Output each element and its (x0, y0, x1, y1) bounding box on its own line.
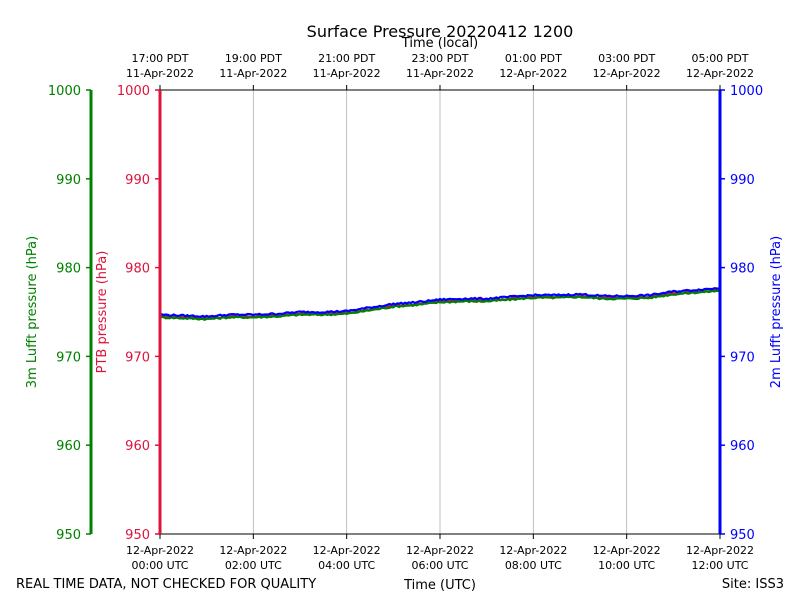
data-series (159, 286, 721, 321)
x-tick-label: 10:00 UTC (598, 559, 655, 572)
x-tick-label: 12-Apr-2022 (406, 544, 474, 557)
top-tick-label: 17:00 PDT (131, 52, 188, 65)
y-tick-label: 980 (730, 262, 755, 277)
y-tick-label: 960 (56, 439, 81, 454)
bottom-axis-label: Time (UTC) (403, 578, 476, 593)
top-tick-label: 21:00 PDT (318, 52, 375, 65)
y-tick-label: 980 (125, 262, 150, 277)
x-tick-label: 12-Apr-2022 (219, 544, 287, 557)
y-tick-label: 1000 (117, 84, 150, 99)
x-tick-label: 08:00 UTC (505, 559, 562, 572)
y-axis-title-ptb: PTB pressure (hPa) (95, 251, 110, 374)
x-tick-label: 02:00 UTC (225, 559, 282, 572)
y-tick-label: 990 (125, 173, 150, 188)
top-tick-label: 23:00 PDT (411, 52, 468, 65)
top-tick-label: 12-Apr-2022 (686, 67, 754, 80)
y-tick-label: 990 (56, 173, 81, 188)
y-tick-label: 1000 (48, 84, 81, 99)
y-axis-title-lufft2m: 2m Lufft pressure (hPa) (769, 236, 784, 388)
series-line-lufft3m (159, 289, 721, 321)
top-tick-label: 11-Apr-2022 (313, 67, 381, 80)
top-tick-label: 11-Apr-2022 (126, 67, 194, 80)
y-tick-label: 960 (125, 439, 150, 454)
x-tick-label: 04:00 UTC (318, 559, 375, 572)
top-tick-label: 19:00 PDT (225, 52, 282, 65)
top-x-ticks: 17:00 PDT 11-Apr-2022 19:00 PDT 11-Apr-2022… (126, 52, 754, 90)
top-tick-label: 03:00 PDT (598, 52, 655, 65)
y-tick-label: 950 (56, 528, 81, 543)
y-tick-label: 990 (730, 173, 755, 188)
x-tick-label: 12-Apr-2022 (593, 544, 661, 557)
y-tick-label: 960 (730, 439, 755, 454)
x-tick-label: 12-Apr-2022 (499, 544, 567, 557)
x-tick-label: 12-Apr-2022 (126, 544, 194, 557)
site-label: Site: ISS3 (722, 577, 784, 592)
y-axis-title-lufft3m: 3m Lufft pressure (hPa) (25, 236, 40, 388)
bottom-x-ticks: 12-Apr-2022 00:00 UTC 12-Apr-2022 02:00 UTC… (126, 534, 754, 572)
top-tick-label: 01:00 PDT (505, 52, 562, 65)
top-axis-label: Time (local) (401, 36, 478, 51)
top-tick-label: 11-Apr-2022 (406, 67, 474, 80)
top-tick-label: 12-Apr-2022 (499, 67, 567, 80)
y-tick-label: 980 (56, 262, 81, 277)
x-tick-label: 12-Apr-2022 (313, 544, 381, 557)
top-tick-label: 05:00 PDT (691, 52, 748, 65)
chart-title: Surface Pressure 20220412 1200 (307, 22, 574, 41)
y-tick-label: 1000 (730, 84, 763, 99)
top-tick-label: 11-Apr-2022 (219, 67, 287, 80)
y-tick-label: 970 (730, 350, 755, 365)
x-tick-label: 12-Apr-2022 (686, 544, 754, 557)
y-tick-label: 970 (56, 350, 81, 365)
top-tick-label: 12-Apr-2022 (593, 67, 661, 80)
x-tick-label: 12:00 UTC (691, 559, 748, 572)
y-tick-label: 950 (730, 528, 755, 543)
y-tick-label: 970 (125, 350, 150, 365)
series-line-lufft2m (159, 286, 721, 318)
x-tick-label: 00:00 UTC (131, 559, 188, 572)
y-tick-label: 950 (125, 528, 150, 543)
axes: 950 960 970 980 990 1000 3m Lufft pressure (hP… (25, 84, 784, 543)
quality-notice: REAL TIME DATA, NOT CHECKED FOR QUALITY (16, 577, 316, 592)
x-tick-label: 06:00 UTC (411, 559, 468, 572)
